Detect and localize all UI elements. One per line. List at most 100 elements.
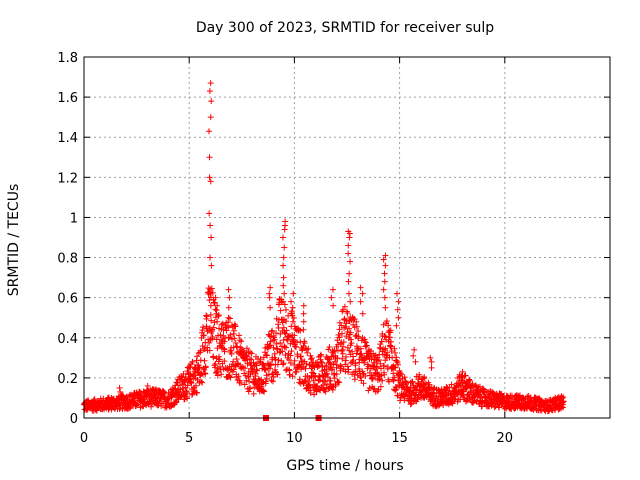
data-point [199, 324, 206, 331]
data-point [428, 358, 435, 365]
data-point [353, 323, 360, 330]
data-point [280, 254, 287, 261]
data-point [392, 364, 399, 371]
data-point [230, 327, 237, 334]
data-point [359, 310, 366, 317]
plot-frame [83, 56, 611, 419]
data-point [357, 345, 364, 352]
data-point [366, 384, 373, 391]
data-point [519, 397, 526, 404]
data-point [345, 369, 352, 376]
data-point [382, 345, 389, 352]
data-point [305, 345, 312, 352]
data-point [202, 370, 209, 377]
data-point [230, 344, 237, 351]
data-point [263, 351, 270, 358]
data-point [391, 374, 398, 381]
data-point [227, 331, 234, 338]
data-point [277, 340, 284, 347]
data-point [391, 349, 398, 356]
data-point [302, 365, 309, 372]
data-point [261, 362, 268, 369]
data-point [361, 359, 368, 366]
data-point [144, 382, 151, 389]
data-point [393, 290, 400, 297]
data-point [194, 368, 201, 375]
y-axis-title: SRMTID / TECUs [6, 184, 22, 297]
data-point [308, 356, 315, 363]
data-point [345, 278, 352, 285]
data-point [252, 370, 259, 377]
data-point [273, 340, 280, 347]
data-point [352, 368, 359, 375]
data-point [282, 330, 289, 337]
data-point [337, 362, 344, 369]
data-point [338, 363, 345, 370]
data-point [226, 373, 233, 380]
data-point [394, 361, 401, 368]
data-point [344, 344, 351, 351]
data-point [300, 326, 307, 333]
x-tick-label: 0 [80, 431, 88, 446]
data-point [293, 343, 300, 350]
data-point [363, 342, 370, 349]
data-point [538, 407, 545, 414]
data-point [320, 382, 327, 389]
data-point [208, 98, 215, 105]
data-point [243, 377, 250, 384]
data-point [280, 274, 287, 281]
data-point [184, 382, 191, 389]
data-point [280, 324, 287, 331]
data-point [346, 347, 353, 354]
data-point [314, 383, 321, 390]
data-point [199, 327, 206, 334]
data-point [271, 336, 278, 343]
data-point [221, 348, 228, 355]
data-point [408, 394, 415, 401]
data-point [362, 355, 369, 362]
data-point [336, 334, 343, 341]
data-point [260, 361, 267, 368]
data-point [203, 313, 210, 320]
data-point [282, 306, 289, 313]
data-point [343, 353, 350, 360]
data-point [376, 344, 383, 351]
data-point [297, 353, 304, 360]
data-point [410, 352, 417, 359]
data-point [280, 262, 287, 269]
data-point [329, 384, 336, 391]
data-point [212, 360, 219, 367]
data-point [353, 350, 360, 357]
data-point [316, 377, 323, 384]
data-point [379, 377, 386, 384]
data-point [403, 381, 410, 388]
data-point [355, 333, 362, 340]
data-point [206, 210, 213, 217]
data-point [395, 314, 402, 321]
data-point [206, 347, 213, 354]
data-point [289, 304, 296, 311]
data-point [280, 298, 287, 305]
data-point [289, 373, 296, 380]
data-point [201, 357, 208, 364]
data-point [381, 270, 388, 277]
data-point [276, 349, 283, 356]
y-tick-label: 0.4 [57, 332, 78, 347]
data-point [385, 322, 392, 329]
x-tick-label: 10 [286, 431, 303, 446]
data-point [342, 368, 349, 375]
data-point [187, 378, 194, 385]
chart-title: Day 300 of 2023, SRMTID for receiver sul… [196, 20, 494, 36]
data-point [326, 356, 333, 363]
data-point [300, 310, 307, 317]
data-point [143, 386, 150, 393]
data-point [414, 395, 421, 402]
data-point [307, 389, 314, 396]
data-point [381, 278, 388, 285]
data-point [368, 375, 375, 382]
data-point [380, 362, 387, 369]
data-point [327, 377, 334, 384]
data-point [268, 328, 275, 335]
data-point [217, 332, 224, 339]
data-point [207, 302, 214, 309]
